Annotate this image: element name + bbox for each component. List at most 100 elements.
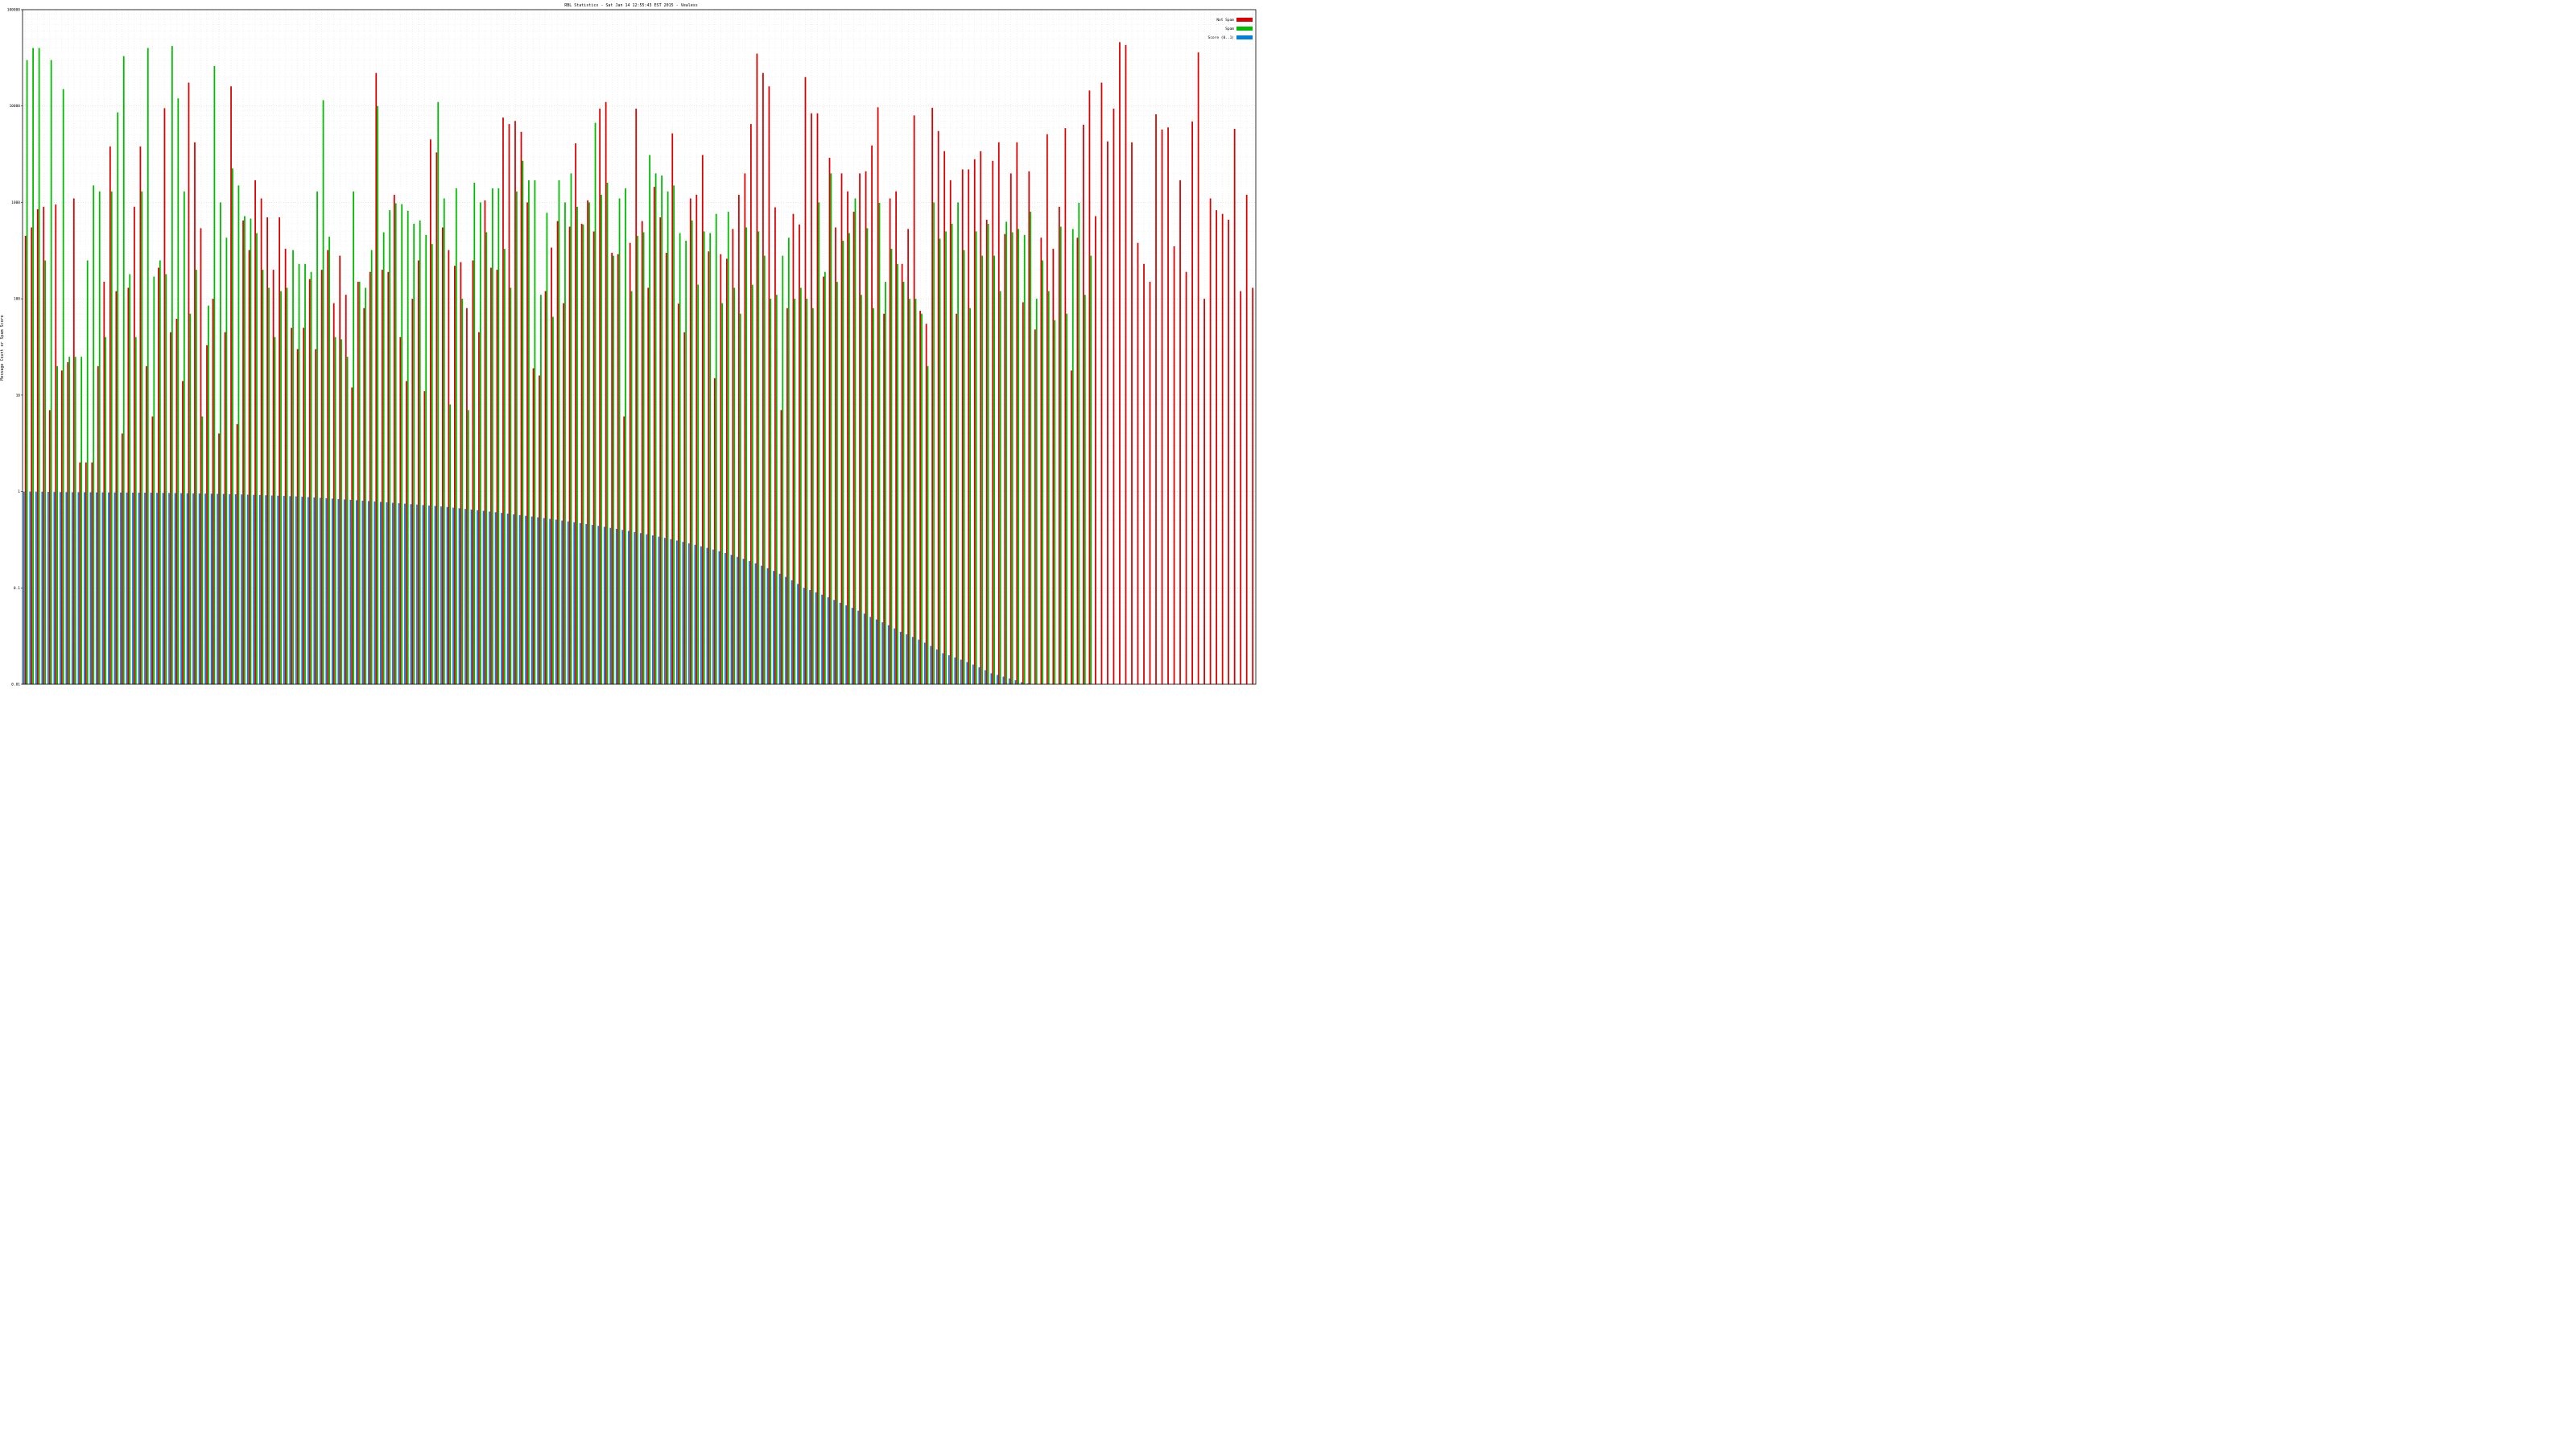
bar-score <box>319 497 321 684</box>
bar-spam <box>661 175 663 684</box>
bar-score <box>947 654 950 684</box>
bar-not-spam <box>749 124 752 685</box>
bar-not-spam <box>617 254 619 684</box>
bar-score <box>942 653 944 684</box>
bar-spam <box>739 313 741 684</box>
bar-not-spam <box>448 250 450 684</box>
bar-not-spam <box>647 287 650 684</box>
bar-not-spam <box>315 349 317 684</box>
bar-spam <box>316 191 318 685</box>
bar-score <box>911 637 914 684</box>
bar-not-spam <box>91 462 93 684</box>
bar-not-spam <box>799 224 800 684</box>
bar-spam <box>86 260 89 684</box>
bar-spam <box>38 47 40 684</box>
bar-spam <box>510 287 512 684</box>
bar-not-spam <box>720 254 722 684</box>
bar-not-spam <box>363 308 365 684</box>
bar-spam <box>244 216 246 684</box>
bar-not-spam <box>1161 129 1163 684</box>
bar-not-spam <box>387 271 390 684</box>
bar-not-spam <box>677 303 679 684</box>
bar-not-spam <box>1058 206 1060 684</box>
bar-spam <box>625 188 626 684</box>
bar-not-spam <box>683 332 686 684</box>
bar-spam <box>787 237 790 684</box>
bar-spam <box>993 255 996 684</box>
bar-score <box>688 543 690 684</box>
bar-score <box>742 559 745 684</box>
bar-score <box>289 496 291 684</box>
bar-spam <box>1023 234 1026 684</box>
bar-not-spam <box>60 370 63 684</box>
bar-score <box>923 642 926 684</box>
bar-spam <box>975 231 977 685</box>
bar-score <box>761 565 762 684</box>
bar-spam <box>758 231 760 685</box>
bar-spam <box>951 223 953 684</box>
bar-score <box>579 522 581 684</box>
bar-spam <box>274 336 276 684</box>
chart-bars <box>23 42 1254 685</box>
bar-spam <box>232 168 233 684</box>
y-tick-label: 10 <box>16 393 21 398</box>
bar-spam <box>358 282 361 684</box>
bar-not-spam <box>780 410 782 684</box>
bar-score <box>863 613 865 684</box>
chart-title: RBL Statistics - Sat Jan 14 12:55:43 EST… <box>564 3 698 8</box>
bar-not-spam <box>43 206 45 684</box>
bar-not-spam <box>1052 249 1055 684</box>
bar-score <box>489 511 490 684</box>
bar-spam <box>225 237 228 684</box>
bar-score <box>138 492 140 684</box>
bar-not-spam <box>689 198 691 685</box>
bar-score <box>53 492 56 684</box>
bar-not-spam <box>441 227 444 684</box>
bar-spam <box>715 213 717 684</box>
bar-not-spam <box>1107 141 1108 685</box>
bar-score <box>501 513 502 684</box>
bar-spam <box>346 357 349 684</box>
bar-not-spam <box>1221 213 1224 684</box>
bar-not-spam <box>121 433 123 684</box>
bar-not-spam <box>551 247 552 684</box>
bar-spam <box>775 295 778 684</box>
bar-not-spam <box>224 332 226 684</box>
bar-spam <box>382 232 385 684</box>
bar-spam <box>110 191 113 685</box>
bar-spam <box>606 182 609 685</box>
bar-score <box>477 510 478 684</box>
bar-score <box>265 495 267 684</box>
bar-score <box>410 504 412 684</box>
bar-score <box>482 510 485 684</box>
bar-spam <box>122 56 125 684</box>
bar-score <box>114 492 116 684</box>
bar-not-spam <box>895 191 898 685</box>
bar-not-spam <box>1100 82 1103 685</box>
bar-spam <box>691 220 693 685</box>
bar-spam <box>334 336 336 684</box>
bar-spam <box>897 263 898 685</box>
bar-score <box>960 659 962 684</box>
bar-not-spam <box>508 124 510 685</box>
bar-spam <box>751 284 753 684</box>
bar-score <box>561 520 564 684</box>
bar-not-spam <box>1228 220 1230 684</box>
bar-score <box>349 499 352 684</box>
bar-score <box>192 493 194 684</box>
bar-not-spam <box>786 308 788 684</box>
bar-spam <box>1084 295 1086 684</box>
bar-not-spam <box>490 267 492 684</box>
bar-score <box>930 646 932 684</box>
bar-spam <box>582 224 584 684</box>
bar-score <box>985 670 986 684</box>
bar-not-spam <box>556 221 559 684</box>
bar-not-spam <box>1095 216 1096 684</box>
bar-score <box>162 493 164 684</box>
bar-not-spam <box>242 220 244 685</box>
bar-spam <box>1011 232 1013 684</box>
bar-score <box>1021 682 1022 684</box>
bar-not-spam <box>1016 142 1018 684</box>
bar-not-spam <box>804 76 807 685</box>
bar-score <box>997 675 998 684</box>
